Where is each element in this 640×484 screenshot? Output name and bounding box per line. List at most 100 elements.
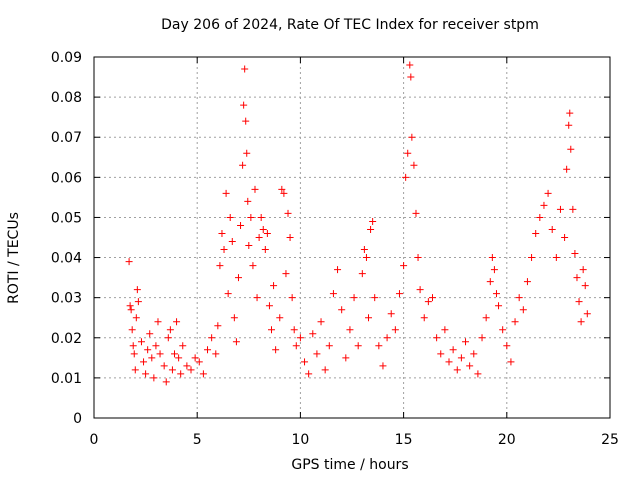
data-point bbox=[129, 342, 137, 350]
data-point bbox=[152, 342, 160, 350]
data-point bbox=[220, 246, 228, 254]
data-point bbox=[474, 370, 482, 378]
data-point bbox=[290, 326, 298, 334]
x-tick-label: 25 bbox=[601, 432, 619, 448]
data-point bbox=[375, 342, 383, 350]
data-point bbox=[492, 290, 500, 298]
data-point bbox=[536, 213, 544, 221]
x-tick-label: 20 bbox=[498, 432, 516, 448]
data-point bbox=[577, 318, 585, 326]
data-point bbox=[251, 185, 259, 193]
y-tick-label: 0.04 bbox=[51, 251, 82, 267]
data-point bbox=[268, 326, 276, 334]
data-point bbox=[156, 350, 164, 358]
data-point bbox=[216, 262, 224, 270]
data-point bbox=[486, 278, 494, 286]
data-point bbox=[488, 254, 496, 262]
data-point bbox=[416, 286, 424, 294]
data-point bbox=[195, 358, 203, 366]
data-point bbox=[146, 330, 154, 338]
data-point bbox=[284, 209, 292, 217]
data-point bbox=[482, 314, 490, 322]
data-point bbox=[540, 201, 548, 209]
data-point bbox=[126, 302, 134, 310]
data-point bbox=[313, 350, 321, 358]
axis-ticks: 0 5 10 15 20 25 0 0.01 0.02 0.03 0.04 0.05 0.06 0.07 0… bbox=[51, 50, 619, 448]
data-point bbox=[226, 213, 234, 221]
y-tick-label: 0.03 bbox=[51, 291, 82, 307]
data-point bbox=[253, 294, 261, 302]
data-point bbox=[495, 302, 503, 310]
data-point bbox=[528, 254, 536, 262]
data-point bbox=[278, 185, 286, 193]
data-point bbox=[414, 254, 422, 262]
data-point bbox=[249, 262, 257, 270]
data-point bbox=[402, 173, 410, 181]
x-axis-label: GPS time / hours bbox=[291, 457, 409, 473]
data-point bbox=[342, 354, 350, 362]
data-point bbox=[137, 338, 145, 346]
data-point bbox=[173, 318, 181, 326]
data-point bbox=[272, 346, 280, 354]
data-point bbox=[391, 326, 399, 334]
data-point bbox=[317, 318, 325, 326]
data-point bbox=[573, 274, 581, 282]
x-tick-label: 0 bbox=[90, 432, 99, 448]
data-point bbox=[160, 362, 168, 370]
data-point bbox=[265, 302, 273, 310]
data-point bbox=[237, 221, 245, 229]
data-point bbox=[350, 294, 358, 302]
data-point bbox=[150, 374, 158, 382]
y-tick-label: 0.01 bbox=[51, 371, 82, 387]
data-point bbox=[360, 246, 368, 254]
data-point bbox=[519, 306, 527, 314]
data-point bbox=[175, 354, 183, 362]
data-point bbox=[162, 378, 170, 386]
data-point bbox=[259, 225, 267, 233]
data-point bbox=[449, 346, 457, 354]
data-point bbox=[334, 266, 342, 274]
data-point bbox=[407, 73, 415, 81]
data-point bbox=[379, 362, 387, 370]
data-point bbox=[566, 109, 574, 117]
data-point bbox=[369, 217, 377, 225]
data-point bbox=[424, 298, 432, 306]
data-point bbox=[241, 65, 249, 73]
data-point bbox=[282, 270, 290, 278]
data-point bbox=[214, 322, 222, 330]
data-point bbox=[183, 362, 191, 370]
x-tick-label: 5 bbox=[193, 432, 202, 448]
data-point bbox=[187, 366, 195, 374]
data-point bbox=[144, 346, 152, 354]
data-point bbox=[232, 338, 240, 346]
data-point bbox=[177, 370, 185, 378]
y-tick-label: 0 bbox=[73, 411, 82, 427]
data-point bbox=[511, 318, 519, 326]
y-tick-label: 0.08 bbox=[51, 90, 82, 106]
data-point bbox=[575, 298, 583, 306]
data-point bbox=[412, 209, 420, 217]
data-point bbox=[571, 250, 579, 258]
data-point bbox=[428, 294, 436, 302]
data-point bbox=[242, 117, 250, 125]
data-point bbox=[579, 266, 587, 274]
plot-frame bbox=[93, 56, 611, 419]
data-point bbox=[325, 342, 333, 350]
data-point bbox=[133, 286, 141, 294]
data-point bbox=[140, 358, 148, 366]
data-point bbox=[532, 229, 540, 237]
data-points bbox=[125, 61, 591, 386]
chart-title: Day 206 of 2024, Rate Of TEC Index for r… bbox=[161, 17, 539, 33]
data-point bbox=[561, 234, 569, 241]
data-point bbox=[257, 213, 265, 221]
data-point bbox=[395, 290, 403, 298]
data-point bbox=[371, 294, 379, 302]
y-tick-label: 0.06 bbox=[51, 170, 82, 186]
data-point bbox=[148, 354, 156, 362]
data-point bbox=[507, 358, 515, 366]
data-point bbox=[548, 225, 556, 233]
data-point bbox=[130, 350, 138, 358]
data-point bbox=[134, 298, 142, 306]
data-point bbox=[204, 346, 212, 354]
data-point bbox=[218, 229, 226, 237]
